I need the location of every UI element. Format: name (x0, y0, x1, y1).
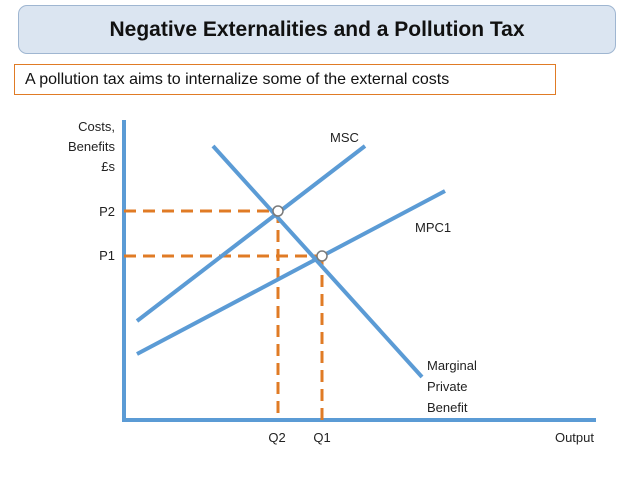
p2-label: P2 (99, 204, 115, 219)
mpb-label-line-1: Marginal (427, 358, 477, 373)
subtitle-text: A pollution tax aims to internalize some… (25, 70, 450, 88)
p1-label: P1 (99, 248, 115, 263)
subtitle-box: A pollution tax aims to internalize some… (14, 64, 556, 95)
q1-label: Q1 (313, 430, 330, 445)
page-title: Negative Externalities and a Pollution T… (18, 5, 616, 54)
y-axis-label-line-2: Benefits (68, 139, 115, 154)
y-axis-label-line-1: Costs, (78, 119, 115, 134)
x-axis-label: Output (555, 430, 594, 445)
msc-label: MSC (330, 130, 359, 145)
q2-label: Q2 (268, 430, 285, 445)
y-axis-label-line-3: £s (101, 159, 115, 174)
social-optimum-point (272, 205, 284, 217)
mpc-curve (136, 189, 446, 356)
mpb-label-line-3: Benefit (427, 400, 468, 415)
mpb-curve (211, 144, 424, 379)
market-equilibrium-point (316, 250, 328, 262)
mpc-label: MPC1 (415, 220, 451, 235)
msc-curve (135, 144, 367, 323)
title-text: Negative Externalities and a Pollution T… (109, 17, 525, 41)
mpb-label-line-2: Private (427, 379, 467, 394)
